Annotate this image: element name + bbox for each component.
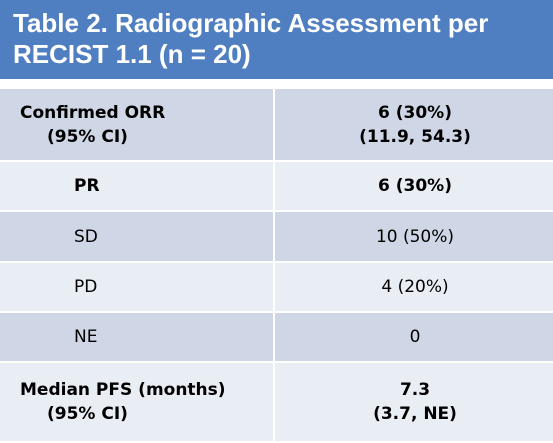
table-cell-value: 0 [274,312,553,363]
table-row-ne: NE 0 [0,312,553,363]
assessment-table: Confirmed ORR (95% CI) 6 (30%) (11.9, 54… [0,89,553,443]
table-cell-label: NE [0,312,275,363]
table-cell-value: 7.3 (3.7, NE) [274,362,553,443]
row-label: PD [74,277,98,297]
row-label: Confirmed ORR [20,102,166,123]
row-sublabel: (95% CI) [47,404,128,424]
row-value: 4 (20%) [381,277,449,297]
row-value: 6 (30%) [378,102,452,123]
table-cell-value: 10 (50%) [274,211,553,263]
table-row-pr: PR 6 (30%) [0,161,553,212]
row-sublabel: (95% CI) [47,126,128,147]
table-cell-label: PR [0,161,275,212]
table-cell-value: 4 (20%) [274,262,553,313]
table-row-pd: PD 4 (20%) [0,262,553,313]
table-cell-label: Median PFS (months) (95% CI) [0,362,275,443]
table-cell-label: Confirmed ORR (95% CI) [0,89,275,162]
row-label: PR [74,176,100,196]
row-label: Median PFS (months) [20,380,226,400]
table-row-confirmed-orr: Confirmed ORR (95% CI) 6 (30%) (11.9, 54… [0,89,553,162]
table-row-median-pfs: Median PFS (months) (95% CI) 7.3 (3.7, N… [0,362,553,443]
table-title-bar: Table 2. Radiographic Assessment per REC… [0,0,553,79]
row-subvalue: (11.9, 54.3) [359,126,471,147]
table-row-sd: SD 10 (50%) [0,211,553,263]
row-subvalue: (3.7, NE) [373,404,457,424]
table-cell-value: 6 (30%) [274,161,553,212]
row-label: NE [74,327,98,347]
table-title-line-2: RECIST 1.1 (n = 20) [13,39,251,69]
row-value: 0 [409,327,421,347]
row-label: SD [74,226,98,247]
table-cell-label: PD [0,262,275,313]
row-value: 7.3 [399,380,431,400]
table-title-line-1: Table 2. Radiographic Assessment per [13,8,489,38]
table-cell-label: SD [0,211,275,263]
table-cell-value: 6 (30%) (11.9, 54.3) [274,89,553,162]
row-value: 6 (30%) [378,176,452,196]
row-value: 10 (50%) [375,226,455,247]
